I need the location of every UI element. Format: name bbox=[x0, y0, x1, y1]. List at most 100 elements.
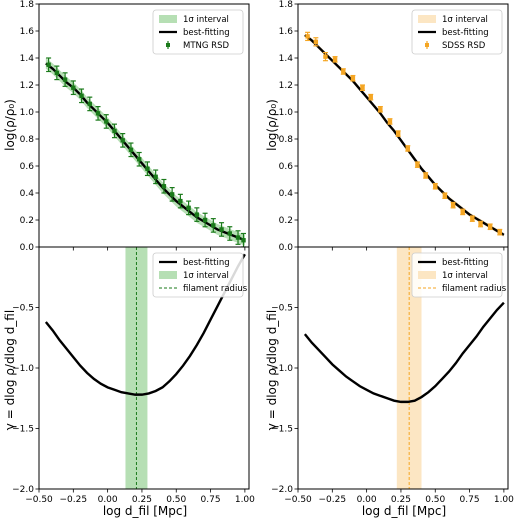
point-marker bbox=[178, 198, 183, 204]
data-point bbox=[227, 226, 233, 241]
data-point bbox=[305, 31, 311, 42]
plot-area bbox=[304, 31, 505, 237]
plot-area bbox=[44, 247, 246, 489]
point-marker bbox=[79, 93, 84, 98]
data-point bbox=[186, 200, 192, 216]
y-tick-label: −2.0 bbox=[271, 485, 293, 495]
y-tick-label: 0.2 bbox=[20, 216, 34, 226]
panel-bottom-right: −2.0 −1.5 −1.0 −0.5 −0.50 −0.25 0.00 0.25 0.50 0.… bbox=[271, 246, 514, 505]
point-marker bbox=[219, 227, 224, 232]
point-marker bbox=[341, 69, 346, 74]
y-axis-label-top-left: log(ρ/ρ₀) bbox=[3, 99, 17, 151]
data-point bbox=[442, 192, 448, 199]
x-tick-label: −0.25 bbox=[60, 495, 88, 505]
point-marker bbox=[442, 193, 448, 198]
legend-entry: best-fitting bbox=[183, 28, 230, 38]
panel-bottom-left: −2.0 −1.5 −1.0 −0.5 −0.50 −0.25 0.00 0.25 0.50 0.… bbox=[12, 246, 255, 505]
point-marker bbox=[87, 101, 92, 107]
x-tick-label: −0.25 bbox=[319, 495, 347, 505]
point-marker bbox=[395, 131, 401, 136]
point-marker bbox=[145, 166, 150, 171]
data-point bbox=[414, 161, 420, 168]
legend-point-swatch bbox=[166, 43, 170, 47]
legend-entry: best-fitting bbox=[183, 258, 230, 268]
data-point bbox=[95, 105, 101, 121]
data-point bbox=[478, 220, 484, 228]
sigma-band bbox=[45, 58, 245, 246]
point-marker bbox=[368, 94, 373, 100]
data-point bbox=[103, 114, 109, 129]
data-point bbox=[432, 182, 438, 190]
data-point bbox=[219, 222, 225, 237]
point-marker bbox=[378, 107, 383, 112]
legend-band-swatch bbox=[418, 15, 436, 23]
legend-entry: 1σ interval bbox=[183, 15, 229, 25]
data-point bbox=[202, 212, 208, 228]
point-marker bbox=[104, 119, 109, 124]
point-marker bbox=[169, 192, 175, 197]
legend: 1σ interval best-fitting MTNG RSD bbox=[152, 9, 244, 55]
point-marker bbox=[313, 39, 319, 44]
data-point bbox=[360, 84, 366, 92]
data-point bbox=[241, 232, 247, 247]
y-tick-label: 1.0 bbox=[20, 108, 35, 118]
data-point bbox=[136, 151, 142, 167]
data-point bbox=[46, 57, 52, 73]
panel-top-left: 0.0 0.2 0.4 0.6 0.8 1.0 1.2 1.4 1.6 1.8 1σ interva… bbox=[20, 0, 250, 253]
data-point bbox=[210, 218, 216, 233]
data-point bbox=[120, 133, 126, 148]
legend-entry: MTNG RSD bbox=[183, 41, 229, 51]
y-tick-label: −1.0 bbox=[271, 364, 293, 374]
data-point bbox=[497, 228, 503, 236]
data-point bbox=[395, 130, 401, 137]
y-tick-label: 1.6 bbox=[279, 27, 294, 37]
x-tick-label: 1.00 bbox=[494, 495, 514, 505]
data-point bbox=[111, 123, 117, 139]
data-point bbox=[153, 169, 159, 185]
legend-entry: filament radius bbox=[442, 284, 507, 294]
data-point bbox=[54, 65, 60, 81]
legend-point-swatch bbox=[425, 43, 429, 47]
data-point bbox=[387, 118, 393, 125]
data-point bbox=[235, 230, 241, 245]
legend-entry: 1σ interval bbox=[442, 271, 488, 281]
legend-frame bbox=[411, 252, 503, 298]
data-point bbox=[313, 37, 319, 47]
x-tick-label: 0.00 bbox=[98, 495, 118, 505]
point-marker bbox=[497, 229, 502, 235]
point-marker bbox=[350, 76, 356, 81]
y-tick-label: 1.8 bbox=[279, 0, 294, 10]
point-marker bbox=[478, 221, 483, 227]
y-tick-label: 1.8 bbox=[20, 0, 35, 10]
point-marker bbox=[211, 223, 216, 228]
x-axis-label-left: log d_fil [Mpc] bbox=[103, 504, 187, 518]
data-point bbox=[79, 88, 85, 104]
data-point bbox=[87, 96, 93, 112]
data-point bbox=[62, 72, 68, 87]
point-marker bbox=[136, 157, 142, 162]
data-point bbox=[177, 193, 183, 209]
data-point bbox=[460, 208, 466, 216]
x-tick-label: 0.50 bbox=[425, 495, 445, 505]
point-marker bbox=[46, 62, 51, 67]
x-tick-label: −0.50 bbox=[284, 495, 312, 505]
x-tick-label: 0.25 bbox=[391, 495, 411, 505]
data-point bbox=[128, 142, 134, 158]
panel-top-right: 0.0 0.2 0.4 0.6 0.8 1.0 1.2 1.4 1.6 1.8 1σ interva… bbox=[279, 0, 509, 253]
x-tick-label: 0.75 bbox=[201, 495, 221, 505]
data-point bbox=[377, 105, 383, 113]
y-tick-label: 1.2 bbox=[20, 81, 34, 91]
y-tick-label: 0.0 bbox=[20, 243, 35, 253]
y-axis-label-bottom-left: γ = dlog ρ/dlog d_fil bbox=[3, 310, 17, 430]
y-tick-label: 0.8 bbox=[20, 135, 35, 145]
legend-entry: 1σ interval bbox=[442, 15, 488, 25]
y-axis-label-bottom-right: γ = dlog ρ/dlog d_fil bbox=[265, 310, 279, 430]
point-marker bbox=[415, 162, 420, 167]
legend-entry: filament radius bbox=[183, 284, 248, 294]
data-point bbox=[332, 56, 338, 63]
point-marker bbox=[487, 224, 493, 229]
x-tick-label: 0.75 bbox=[460, 495, 480, 505]
y-tick-label: 1.6 bbox=[20, 27, 35, 37]
legend-entry: best-fitting bbox=[442, 28, 489, 38]
legend-entry: 1σ interval bbox=[183, 271, 229, 281]
